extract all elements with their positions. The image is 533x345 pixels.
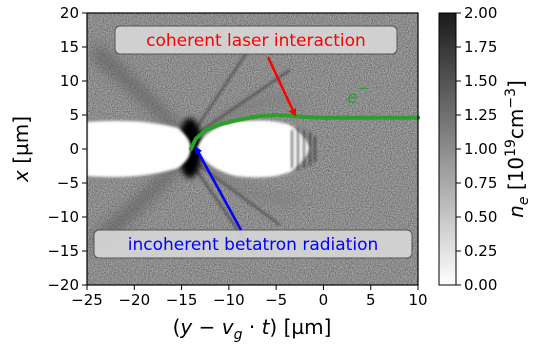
colorbar-tick-label: 0.50 — [464, 208, 497, 226]
y-tick-label: −5 — [57, 174, 79, 192]
x-tick-label: −25 — [71, 291, 103, 309]
density-map — [87, 13, 418, 285]
x-tick-label: 0 — [319, 291, 329, 309]
y-tick-label: 15 — [60, 38, 79, 56]
colorbar-tick-label: 0.00 — [464, 276, 497, 294]
annotation-arrow — [266, 56, 297, 117]
y-tick-label: 0 — [69, 140, 79, 158]
x-axis: −25 −20 −15 −10 −5 0 5 10 — [71, 285, 428, 309]
annotation-box — [93, 229, 413, 259]
annotation-text: incoherent betatron radiation — [128, 235, 379, 255]
x-tick-label: 5 — [366, 291, 376, 309]
colorbar-axis: 0.00 0.25 0.50 0.75 1.00 1.25 1.50 1.75 2.00 — [456, 4, 497, 294]
colorbar — [439, 13, 456, 285]
y-axis: −20 −15 −10 −5 0 5 10 15 20 — [47, 4, 87, 294]
x-tick-label: −15 — [166, 291, 198, 309]
y-axis-label: x [µm] — [9, 116, 33, 183]
annotation-text: coherent laser interaction — [146, 31, 366, 51]
colorbar-tick-label: 1.25 — [464, 106, 497, 124]
x-axis-label: (y − vg · t) [µm] — [173, 315, 332, 343]
y-tick-label: −15 — [47, 242, 79, 260]
colorbar-tick-label: 1.00 — [464, 140, 497, 158]
x-tick-label: −5 — [265, 291, 287, 309]
electron-label: e− — [347, 79, 370, 108]
annotation-arrow — [194, 145, 243, 231]
y-tick-label: −10 — [47, 208, 79, 226]
y-tick-label: 20 — [60, 4, 79, 22]
x-tick-label: −20 — [118, 291, 150, 309]
annotation: incoherent betatron radiation — [93, 145, 413, 259]
colorbar-tick-label: 1.75 — [464, 38, 497, 56]
colorbar-label: ne [1019cm−3] — [503, 80, 532, 218]
colorbar-tick-label: 2.00 — [464, 4, 497, 22]
colorbar-tick-label: 0.25 — [464, 242, 497, 260]
y-tick-label: 5 — [69, 106, 79, 124]
y-tick-label: −20 — [47, 276, 79, 294]
electron-trajectory — [189, 113, 420, 151]
x-tick-label: 10 — [408, 291, 427, 309]
colorbar-tick-label: 0.75 — [464, 174, 497, 192]
annotation-box — [114, 25, 398, 55]
annotation: coherent laser interaction — [114, 25, 398, 117]
colorbar-tick-label: 1.50 — [464, 72, 497, 90]
annotations: coherent laser interaction incoherent bet… — [93, 25, 413, 259]
y-tick-label: 10 — [60, 72, 79, 90]
x-tick-label: −10 — [213, 291, 245, 309]
